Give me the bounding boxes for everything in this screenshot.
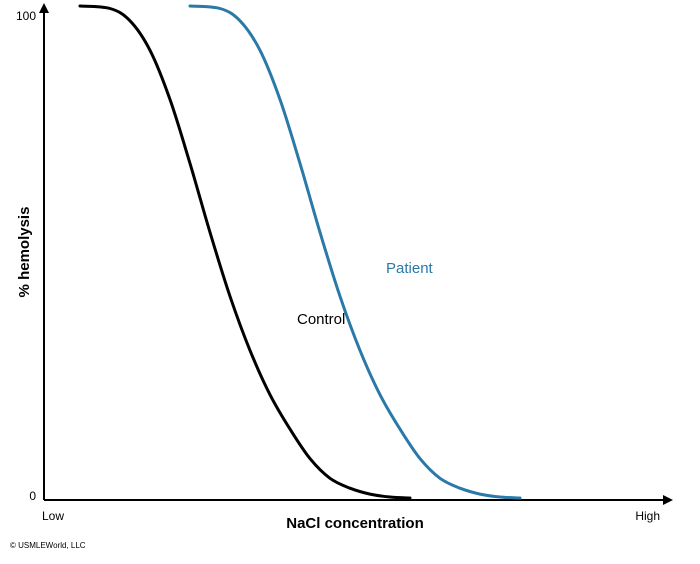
series-line-control	[78, 4, 412, 500]
y-axis-title: % hemolysis	[16, 207, 33, 298]
x-tick-label-low: Low	[42, 509, 64, 523]
x-axis-title: NaCl concentration	[286, 515, 424, 532]
series-label-patient: Patient	[386, 260, 434, 277]
copyright-text: © USMLEWorld, LLC	[10, 541, 86, 550]
series-label-control: Control	[297, 311, 345, 328]
x-tick-label-high: High	[635, 509, 660, 523]
y-tick-label-max: 100	[16, 9, 36, 23]
y-tick-label-min: 0	[29, 489, 36, 503]
series-line-patient	[188, 4, 522, 500]
